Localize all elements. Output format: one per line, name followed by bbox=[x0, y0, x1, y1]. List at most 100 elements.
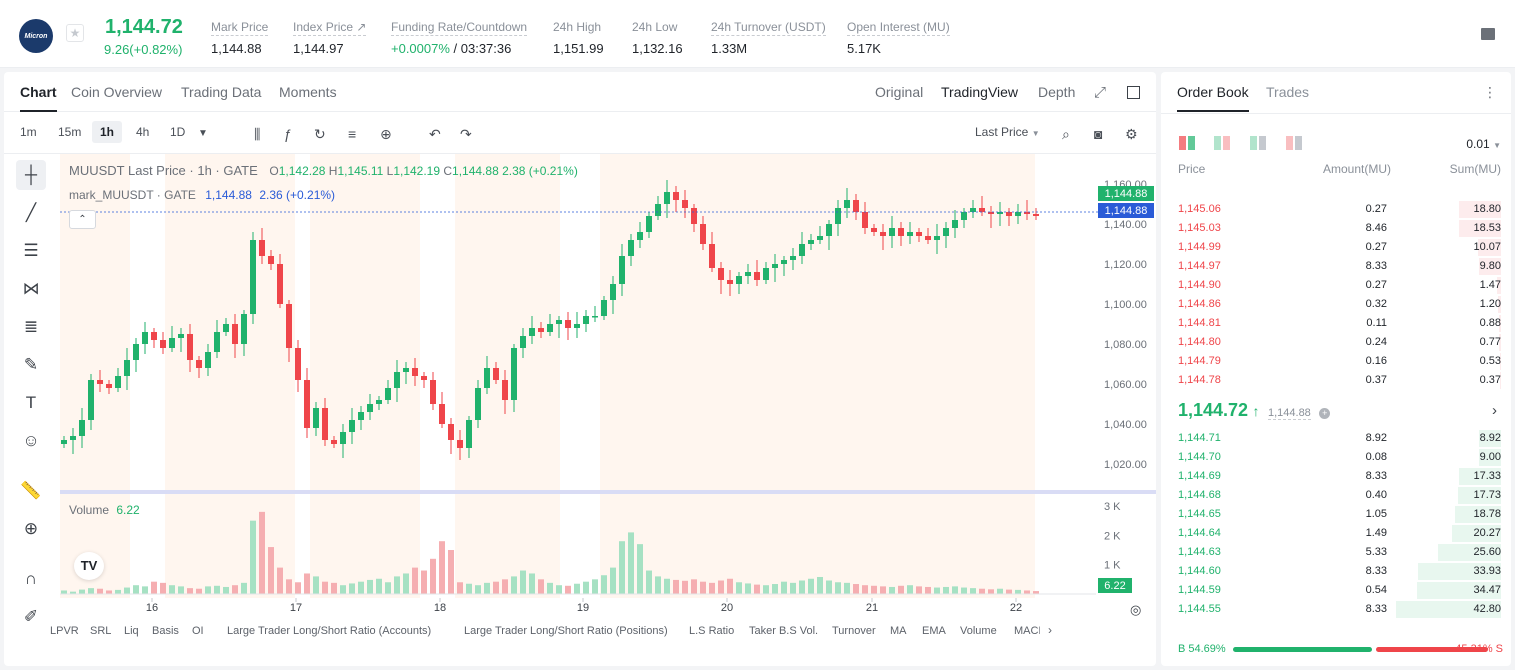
asks-row[interactable]: 1,144.81 0.11 0.88 bbox=[1161, 314, 1511, 333]
asks-row[interactable]: 1,144.86 0.32 1.20 bbox=[1161, 295, 1511, 314]
timeframe-dropdown-icon[interactable]: ▼ bbox=[198, 128, 208, 139]
book-icon[interactable] bbox=[1481, 28, 1495, 40]
ind-srl[interactable]: SRL bbox=[90, 625, 112, 637]
template-icon[interactable]: ≡ bbox=[348, 126, 357, 142]
tab-chart[interactable]: Chart bbox=[20, 84, 57, 112]
brush-icon[interactable]: ✎ bbox=[23, 355, 39, 374]
chevron-right-icon[interactable]: › bbox=[1492, 402, 1497, 419]
indicators-icon[interactable]: ƒ bbox=[284, 126, 292, 142]
view-bids-icon[interactable] bbox=[1250, 136, 1266, 150]
text-icon[interactable]: T bbox=[25, 393, 37, 412]
undo-icon[interactable]: ↶ bbox=[429, 126, 441, 142]
pencil-lock-icon[interactable]: ✐ bbox=[23, 607, 39, 626]
volume-bar bbox=[493, 581, 499, 594]
tab-trades[interactable]: Trades bbox=[1266, 84, 1310, 100]
add-indicator-icon[interactable]: ⊕ bbox=[380, 126, 392, 142]
volume-bar bbox=[925, 586, 931, 594]
tab-order-book[interactable]: Order Book bbox=[1177, 84, 1249, 112]
view-original[interactable]: Original bbox=[875, 84, 924, 100]
asks-row[interactable]: 1,144.99 0.27 10.07 bbox=[1161, 238, 1511, 257]
ind-basis[interactable]: Basis bbox=[152, 625, 179, 637]
view-tradingview[interactable]: TradingView bbox=[941, 84, 1019, 100]
asks-row[interactable]: 1,144.80 0.24 0.77 bbox=[1161, 333, 1511, 352]
ind-ls-positions[interactable]: Large Trader Long/Short Ratio (Positions… bbox=[464, 625, 668, 637]
bids-row[interactable]: 1,144.69 8.33 17.33 bbox=[1161, 467, 1511, 486]
window-icon[interactable] bbox=[1127, 86, 1140, 99]
precision-select[interactable]: 0.01 ▼ bbox=[1466, 137, 1501, 151]
fib-icon[interactable]: ≣ bbox=[23, 317, 39, 336]
asks-row[interactable]: 1,145.06 0.27 18.80 bbox=[1161, 200, 1511, 219]
info-plus-icon[interactable]: + bbox=[1319, 408, 1331, 419]
ind-oi[interactable]: OI bbox=[192, 625, 204, 637]
expand-icon[interactable]: ⤢ bbox=[1094, 84, 1107, 101]
asks-row[interactable]: 1,144.97 8.33 9.80 bbox=[1161, 257, 1511, 276]
crosshair-icon[interactable]: ┼ bbox=[16, 160, 46, 190]
trend-line-icon[interactable]: ╱ bbox=[25, 203, 37, 222]
chart-toolbar: 1m 15m 1h 4h 1D ▼ ⫼ ƒ ↻ ≡ ⊕ ↶ ↷ Last Pri… bbox=[4, 113, 1156, 153]
view-asks-icon[interactable] bbox=[1286, 136, 1302, 150]
horizontal-lines-icon[interactable]: ☰ bbox=[23, 241, 39, 260]
settings-gear-icon[interactable]: ⚙ bbox=[1125, 126, 1138, 142]
magnet-icon[interactable]: ∩ bbox=[24, 569, 38, 588]
bids-row[interactable]: 1,144.60 8.33 33.93 bbox=[1161, 562, 1511, 581]
tradingview-logo[interactable]: TV bbox=[74, 552, 104, 580]
camera-icon[interactable]: ◙ bbox=[1094, 126, 1103, 142]
search-icon[interactable]: ⌕ bbox=[1062, 126, 1070, 142]
view-depth[interactable]: Depth bbox=[1038, 84, 1076, 100]
bids-row[interactable]: 1,144.65 1.05 18.78 bbox=[1161, 505, 1511, 524]
ind-ma[interactable]: MA bbox=[890, 625, 907, 637]
ind-ls-accounts[interactable]: Large Trader Long/Short Ratio (Accounts) bbox=[227, 625, 432, 637]
view-both-icon[interactable] bbox=[1179, 136, 1195, 150]
price-chart[interactable]: 1,160.001,140.001,120.001,100.001,080.00… bbox=[60, 154, 1156, 620]
bids-row[interactable]: 1,144.59 0.54 34.47 bbox=[1161, 581, 1511, 600]
more-icon[interactable]: ⋮ bbox=[1483, 84, 1497, 100]
view-split-icon[interactable] bbox=[1214, 136, 1230, 150]
tf-4h[interactable]: 4h bbox=[136, 125, 150, 139]
bids-row[interactable]: 1,144.64 1.49 20.27 bbox=[1161, 524, 1511, 543]
bids-row[interactable]: 1,144.70 0.08 9.00 bbox=[1161, 448, 1511, 467]
ind-ema[interactable]: EMA bbox=[922, 625, 946, 637]
pane-divider[interactable] bbox=[60, 490, 1156, 494]
candles-icon[interactable]: ⫼ bbox=[254, 126, 261, 142]
replay-icon[interactable]: ↻ bbox=[314, 126, 326, 142]
asks-row[interactable]: 1,144.90 0.27 1.47 bbox=[1161, 276, 1511, 295]
ind-volume[interactable]: Volume bbox=[960, 625, 997, 637]
volume-bar bbox=[637, 544, 643, 594]
ind-macd[interactable]: MACD bbox=[1014, 625, 1040, 637]
tf-15m[interactable]: 15m bbox=[58, 125, 82, 139]
ind-lpvr[interactable]: LPVR bbox=[50, 625, 79, 637]
stat-index-price[interactable]: Index Price ↗ 1,144.97 bbox=[293, 20, 367, 56]
asks-row[interactable]: 1,144.79 0.16 0.53 bbox=[1161, 352, 1511, 371]
bids-row[interactable]: 1,144.71 8.92 8.92 bbox=[1161, 429, 1511, 448]
pattern-icon[interactable]: ⋈ bbox=[22, 279, 40, 298]
tf-1d[interactable]: 1D bbox=[170, 125, 186, 139]
ind-taker-vol[interactable]: Taker B.S Vol. bbox=[749, 625, 819, 637]
tf-1m[interactable]: 1m bbox=[20, 125, 37, 139]
volume-bar bbox=[520, 570, 526, 594]
bids-row[interactable]: 1,144.63 5.33 25.60 bbox=[1161, 543, 1511, 562]
tf-1h[interactable]: 1h bbox=[92, 121, 123, 143]
ind-turnover[interactable]: Turnover bbox=[832, 625, 876, 637]
volume-bar bbox=[88, 588, 94, 594]
bids-row[interactable]: 1,144.55 8.33 42.80 bbox=[1161, 600, 1511, 619]
favorite-star-icon[interactable]: ★ bbox=[66, 24, 84, 42]
chevron-right-icon[interactable]: › bbox=[1048, 623, 1052, 637]
bids-row[interactable]: 1,144.68 0.40 17.73 bbox=[1161, 486, 1511, 505]
bids-amount: 1.05 bbox=[1365, 508, 1387, 520]
ruler-icon[interactable]: 📏 bbox=[20, 481, 42, 500]
tab-trading-data[interactable]: Trading Data bbox=[181, 84, 262, 100]
tab-coin-overview[interactable]: Coin Overview bbox=[71, 84, 163, 100]
asks-sum: 0.37 bbox=[1479, 374, 1501, 386]
ind-liq[interactable]: Liq bbox=[124, 625, 139, 637]
emoji-icon[interactable]: ☺ bbox=[22, 431, 40, 450]
redo-icon[interactable]: ↷ bbox=[460, 126, 472, 142]
asks-row[interactable]: 1,144.78 0.37 0.37 bbox=[1161, 371, 1511, 390]
chart-settings-icon[interactable]: ◎ bbox=[1130, 602, 1141, 617]
depth-bar bbox=[1459, 220, 1501, 237]
collapse-legend-button[interactable]: ⌃ bbox=[69, 210, 96, 229]
zoom-in-icon[interactable]: ⊕ bbox=[23, 519, 39, 538]
tab-moments[interactable]: Moments bbox=[279, 84, 337, 100]
asks-row[interactable]: 1,145.03 8.46 18.53 bbox=[1161, 219, 1511, 238]
price-source-select[interactable]: Last Price ▼ bbox=[975, 125, 1040, 139]
ind-ls-ratio[interactable]: L.S Ratio bbox=[689, 625, 735, 637]
